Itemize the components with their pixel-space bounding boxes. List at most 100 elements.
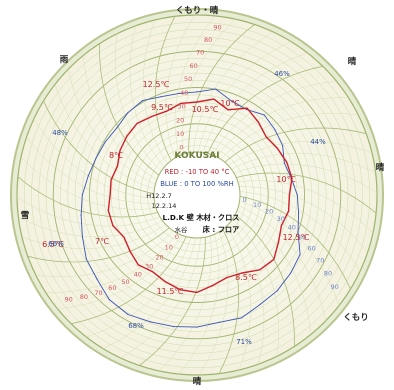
scale-label: 50 xyxy=(298,233,306,241)
temperature-line-point xyxy=(180,102,182,104)
humidity-label: 48% xyxy=(52,129,68,137)
scale-label: 0 xyxy=(243,196,247,204)
time-arc xyxy=(143,19,173,171)
humidity-label: 46% xyxy=(274,70,290,78)
grid-ring xyxy=(140,138,254,252)
time-arc xyxy=(54,84,163,192)
temperature-line-point xyxy=(273,258,275,260)
scale-label: 60 xyxy=(189,62,197,70)
time-arc xyxy=(20,156,165,210)
humidity-line-point xyxy=(81,194,83,196)
scale-label: 30 xyxy=(177,103,185,111)
temperature-label: 10℃ xyxy=(220,99,239,108)
humidity-line-point xyxy=(196,91,198,93)
temperature-line-point xyxy=(286,161,288,163)
temperature-label: 8.5℃ xyxy=(235,273,257,282)
temperature-label: 12.5℃ xyxy=(143,80,170,89)
weather-label: 晴 xyxy=(193,376,202,387)
weather-label: 雪 xyxy=(21,210,30,221)
humidity-label: 71% xyxy=(236,338,252,346)
temperature-label: 11.5℃ xyxy=(157,287,184,296)
time-arc xyxy=(154,16,176,168)
humidity-line-point xyxy=(241,317,243,319)
humidity-line-point xyxy=(85,258,87,260)
time-arc xyxy=(218,127,367,168)
time-arc xyxy=(204,65,323,162)
scale-label: 80 xyxy=(80,293,88,301)
humidity-line-point xyxy=(196,326,198,328)
humidity-line-point xyxy=(298,212,300,214)
humidity-line-point xyxy=(289,272,292,274)
time-arc xyxy=(226,163,378,194)
time-arc xyxy=(231,198,340,306)
temperature-line-point xyxy=(226,276,228,279)
temperature-label: 10.5℃ xyxy=(192,105,219,114)
humidity-line-point xyxy=(245,108,247,110)
scale-label: 40 xyxy=(288,224,296,232)
temperature-line-point xyxy=(196,291,198,293)
temperature-line-point xyxy=(165,110,168,112)
time-arc xyxy=(196,41,292,161)
scale-label: 20 xyxy=(155,253,163,261)
scale-label: 90 xyxy=(331,283,339,291)
humidity-line-point xyxy=(215,88,217,90)
scale-label: 70 xyxy=(94,289,102,297)
blue-range-label: BLUE : 0 TO 100 %RH xyxy=(160,180,234,188)
time-arc xyxy=(18,216,170,237)
time-arc xyxy=(35,224,179,277)
scale-label: 50 xyxy=(184,75,192,83)
time-arc xyxy=(139,229,206,366)
time-arc xyxy=(33,118,163,200)
temperature-line-point xyxy=(259,269,261,271)
humidity-line-point xyxy=(150,321,152,323)
weather-label: 雨 xyxy=(60,55,69,65)
temperature-line-point xyxy=(257,121,259,123)
grid-ring xyxy=(111,109,283,281)
grid-ring xyxy=(118,116,276,274)
time-arc xyxy=(224,153,376,174)
temperature-line-point xyxy=(137,264,139,266)
temperature-label: 8℃ xyxy=(109,151,123,160)
grid-ring xyxy=(74,72,320,318)
time-arc xyxy=(178,226,220,375)
temperature-line-point xyxy=(288,194,290,196)
scale-label: 90 xyxy=(213,23,221,31)
time-arc xyxy=(27,222,176,263)
time-arc xyxy=(43,100,163,196)
temperature-label: 9.5℃ xyxy=(151,103,173,112)
scale-label: 40 xyxy=(180,89,188,97)
weather-label: 晴 xyxy=(376,162,385,173)
time-arc xyxy=(99,43,166,181)
time-arc xyxy=(221,141,373,171)
time-arc xyxy=(228,172,377,214)
time-arc xyxy=(68,69,163,188)
temperature-line-point xyxy=(276,147,279,150)
humidity-line-point xyxy=(127,112,129,114)
date-note-2: 12.2.14 xyxy=(152,202,177,210)
humidity-line-point xyxy=(283,162,285,164)
temperature-line-point xyxy=(265,136,267,138)
temperature-line-point xyxy=(116,165,119,167)
time-arc xyxy=(208,80,337,163)
temperature-line-point xyxy=(110,179,112,181)
humidity-label: 66% xyxy=(48,240,64,248)
humidity-line-point xyxy=(127,313,129,316)
time-arc xyxy=(86,229,194,338)
weather-label: くもり・晴 xyxy=(176,5,219,16)
temperature-line-point xyxy=(212,284,214,286)
temperature-label: 12.5℃ xyxy=(283,233,310,242)
weather-label: 晴 xyxy=(348,56,357,67)
time-arc xyxy=(228,209,295,347)
scale-label: 10 xyxy=(165,244,173,252)
center-hub xyxy=(153,151,241,239)
temperature-line-point xyxy=(179,289,181,291)
grid-ring xyxy=(67,65,327,325)
author-label: 水谷 xyxy=(175,225,188,234)
grid-ring xyxy=(16,14,378,376)
grid-ring xyxy=(60,58,334,332)
time-arc xyxy=(224,216,265,365)
time-arc xyxy=(218,222,240,374)
humidity-line-point xyxy=(259,303,261,305)
time-arc xyxy=(102,229,198,349)
